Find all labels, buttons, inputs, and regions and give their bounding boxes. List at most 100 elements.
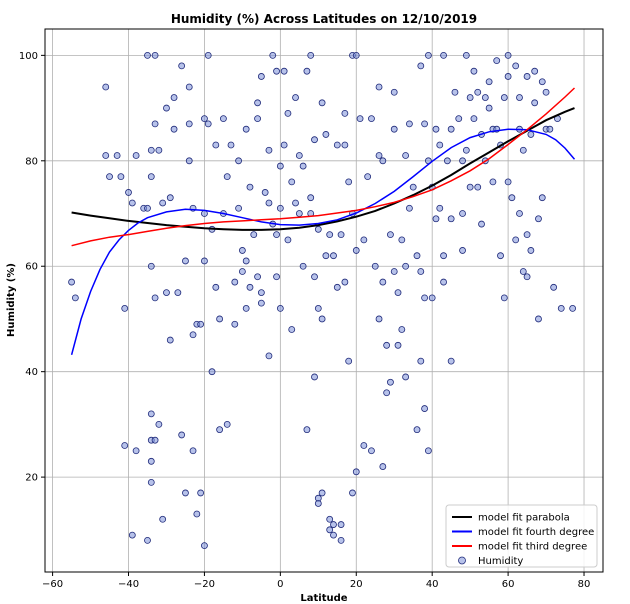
data-point — [512, 236, 520, 244]
data-point — [314, 305, 322, 312]
data-point — [527, 247, 535, 254]
data-point — [447, 215, 455, 223]
data-point — [254, 99, 261, 107]
data-point — [516, 94, 523, 101]
data-point — [417, 357, 425, 365]
data-point — [326, 515, 334, 523]
data-point — [227, 141, 235, 149]
legend: model fit parabola model fit fourth degre… — [445, 504, 598, 568]
data-point — [261, 189, 269, 196]
data-point — [295, 152, 303, 159]
data-point — [428, 294, 436, 302]
data-point — [535, 315, 542, 323]
data-point — [311, 136, 318, 144]
data-point — [550, 283, 558, 291]
data-point — [455, 115, 463, 123]
data-point — [375, 315, 383, 323]
data-point — [193, 510, 201, 518]
data-point — [440, 252, 447, 260]
x-tick-label: 20 — [350, 579, 363, 590]
data-point — [330, 252, 337, 260]
data-point — [406, 204, 413, 212]
legend-label: Humidity — [478, 556, 523, 567]
data-point — [485, 78, 493, 86]
data-point — [402, 262, 410, 270]
data-point — [128, 199, 136, 207]
x-tick-label: −20 — [194, 579, 215, 590]
data-point — [284, 236, 292, 244]
legend-label: model fit fourth degree — [478, 527, 594, 538]
data-point — [144, 204, 151, 212]
data-point — [417, 62, 425, 70]
data-point — [231, 278, 239, 286]
data-point — [174, 289, 182, 296]
data-point — [345, 178, 353, 186]
data-point — [387, 378, 394, 386]
data-point — [303, 67, 311, 75]
data-point — [269, 51, 277, 59]
data-point — [125, 189, 132, 196]
data-point — [424, 51, 432, 59]
axes-frame — [44, 28, 604, 573]
data-point — [197, 320, 205, 328]
data-point — [235, 157, 242, 165]
data-point — [337, 231, 345, 239]
data-point — [147, 262, 155, 270]
x-axis-label: Latitude — [300, 593, 347, 604]
data-point — [326, 526, 334, 534]
data-point — [504, 178, 512, 186]
data-point — [166, 336, 174, 344]
data-point — [398, 326, 406, 333]
data-point — [462, 146, 470, 154]
data-point — [102, 152, 110, 159]
data-point — [394, 341, 402, 349]
data-point — [106, 173, 113, 181]
data-point — [466, 183, 474, 191]
data-point — [470, 115, 478, 123]
data-point — [254, 115, 261, 123]
data-point — [166, 194, 174, 202]
data-point — [379, 463, 387, 470]
data-point — [273, 231, 280, 239]
data-point — [170, 94, 178, 101]
data-point — [341, 109, 349, 117]
data-point — [299, 162, 307, 170]
data-point — [436, 204, 444, 212]
data-point — [500, 294, 508, 302]
data-point — [311, 373, 318, 381]
y-tick-label: 80 — [25, 156, 38, 167]
model-fit-third-degree-line — [71, 87, 576, 247]
data-point — [71, 294, 79, 302]
data-point — [276, 162, 284, 170]
data-point — [493, 57, 501, 65]
data-point — [481, 94, 489, 101]
data-point — [368, 115, 375, 123]
data-point — [516, 210, 523, 217]
data-point — [504, 51, 512, 59]
data-point — [295, 210, 303, 217]
data-point — [318, 99, 326, 107]
data-point — [451, 88, 459, 96]
data-point — [485, 104, 493, 112]
data-point — [447, 125, 455, 133]
data-point — [318, 489, 326, 497]
data-point — [432, 125, 440, 133]
y-tick-label: 40 — [25, 367, 38, 378]
data-point — [273, 273, 280, 281]
data-point — [151, 51, 159, 59]
data-point — [557, 305, 565, 312]
data-point — [337, 521, 345, 528]
data-point — [121, 305, 129, 312]
data-point — [144, 536, 151, 544]
data-point — [474, 183, 482, 191]
data-point — [504, 73, 512, 80]
data-point — [535, 215, 542, 223]
data-point — [409, 183, 417, 191]
data-point — [276, 305, 284, 312]
data-point — [216, 426, 224, 434]
data-point — [159, 515, 167, 523]
data-point — [212, 283, 220, 291]
data-point — [147, 478, 155, 486]
data-point — [318, 315, 326, 323]
data-point — [151, 436, 159, 444]
